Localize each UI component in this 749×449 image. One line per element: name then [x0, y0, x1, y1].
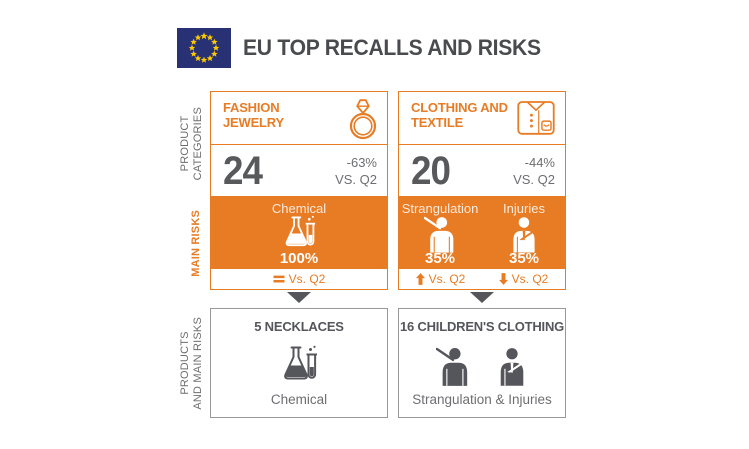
category-name: CLOTHING AND TEXTILE [411, 100, 508, 130]
products-card: 16 CHILDREN'S CLOTHING [398, 308, 566, 418]
eu-flag-icon [177, 28, 231, 68]
product-title: 16 CHILDREN'S CLOTHING [399, 319, 565, 334]
risk-percent: 35% [424, 250, 456, 267]
trend-strip: Vs. Q2 Vs. Q2 [398, 268, 566, 290]
risk-item-chemical: Chemical 100% [210, 197, 388, 268]
side-label-main-risks: MAIN RISKS [186, 197, 206, 290]
arrow-up-icon [415, 273, 425, 285]
main-risks-block: Strangulation 35% Injuries [398, 197, 566, 268]
down-arrow-icon [470, 292, 494, 303]
category-name: FASHION JEWELRY [223, 100, 284, 130]
change-reference: VS. Q2 [335, 172, 377, 187]
side-label-text: MAIN RISKS [189, 210, 202, 277]
risk-percent: 100% [279, 250, 319, 267]
column-clothing-textile: CLOTHING AND TEXTILE 20 [398, 91, 566, 418]
down-arrow-icon [287, 292, 311, 303]
recall-change: -44% VS. Q2 [513, 154, 555, 188]
arrow-down-icon [498, 273, 508, 285]
recall-count-row: 20 -44% VS. Q2 [399, 145, 565, 198]
risk-item-strangulation: Strangulation 35% [398, 197, 482, 268]
change-reference: VS. Q2 [513, 172, 555, 187]
product-icons [211, 340, 387, 392]
trend-label: Vs. Q2 [428, 272, 466, 286]
category-title-row: CLOTHING AND TEXTILE [399, 92, 565, 145]
side-label-product-categories: PRODUCT CATEGORIES [178, 91, 206, 197]
products-card: 5 NECKLACES Chemical [210, 308, 388, 418]
trend-cell-up: Vs. Q2 [399, 269, 482, 289]
side-label-text: PRODUCT CATEGORIES [179, 107, 204, 181]
risk-item-injuries: Injuries 35% [482, 197, 566, 268]
product-icons [399, 340, 565, 392]
product-title: 5 NECKLACES [254, 319, 344, 334]
recall-count: 24 [223, 149, 263, 193]
product-risk-label: Strangulation & Injuries [412, 392, 552, 407]
trend-label: Vs. Q2 [511, 272, 549, 286]
page-title: EU TOP RECALLS AND RISKS [243, 35, 541, 60]
risk-name: Chemical [271, 201, 327, 216]
change-value: -44% [524, 155, 555, 170]
strangulation-icon [436, 345, 470, 387]
injury-icon [509, 216, 539, 253]
equals-icon [273, 274, 285, 284]
change-value: -63% [346, 155, 377, 170]
recall-count-row: 24 -63% VS. Q2 [211, 145, 387, 198]
trend-cell-down: Vs. Q2 [482, 269, 565, 289]
column-fashion-jewelry: FASHION JEWELRY 24 -63% VS. Q2 [210, 91, 388, 418]
header: EU TOP RECALLS AND RISKS [177, 28, 553, 68]
shirt-icon [516, 97, 556, 137]
recall-count: 20 [411, 149, 451, 193]
trend-strip: Vs. Q2 [210, 268, 388, 290]
side-label-products-and-main-risks: PRODUCTS AND MAIN RISKS [178, 308, 206, 418]
category-title-row: FASHION JEWELRY [211, 92, 387, 145]
risk-percent: 35% [508, 250, 540, 267]
side-label-text: PRODUCTS AND MAIN RISKS [179, 316, 204, 410]
recall-change: -63% VS. Q2 [335, 154, 377, 188]
risk-name: Injuries [503, 201, 545, 216]
strangulation-icon [424, 216, 456, 253]
category-card: CLOTHING AND TEXTILE 20 [398, 91, 566, 197]
trend-cell-equal: Vs. Q2 [211, 269, 387, 289]
ring-icon [348, 97, 378, 141]
category-card: FASHION JEWELRY 24 -63% VS. Q2 [210, 91, 388, 197]
chemical-flask-icon [282, 215, 316, 251]
risk-name: Strangulation [401, 201, 479, 216]
injury-icon [496, 345, 528, 387]
product-risk-label: Chemical [270, 392, 328, 407]
chemical-flask-icon [280, 345, 318, 387]
trend-label: Vs. Q2 [288, 272, 326, 286]
main-risks-block: Chemical 100% [210, 197, 388, 268]
